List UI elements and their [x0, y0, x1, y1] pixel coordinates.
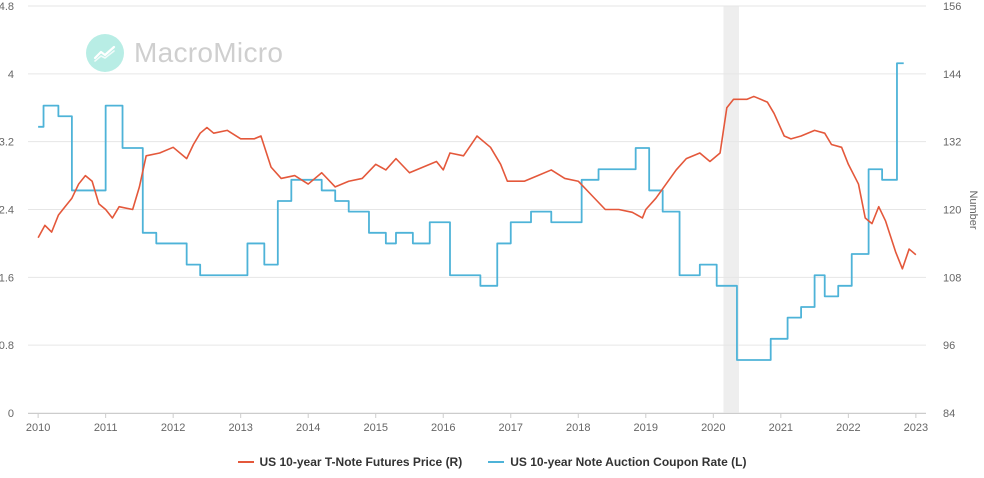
x-tick-label: 2011 [94, 422, 118, 434]
brand-logo-icon [86, 34, 124, 72]
x-tick-label: 2012 [161, 422, 185, 434]
x-axis-ticks: 2010 2011 2012 2013 2014 2015 2016 2017 2018 2019… [26, 413, 928, 434]
x-tick-label: 2010 [26, 422, 50, 434]
right-tick-label: 84 [943, 408, 955, 420]
brand-logo-text: MacroMicro [134, 37, 284, 68]
x-tick-label: 2018 [566, 422, 590, 434]
legend-swatch-coupon [488, 461, 505, 463]
series-line-coupon-rate[interactable] [38, 62, 904, 361]
brand-logo: MacroMicro [86, 34, 283, 72]
left-tick-label: 0.8 [0, 340, 14, 352]
x-tick-label: 2015 [363, 422, 387, 434]
series-layer [37, 62, 917, 361]
legend-item-price[interactable]: US 10-year T-Note Futures Price (R) [237, 455, 463, 469]
x-tick-label: 2013 [228, 422, 252, 434]
right-tick-label: 132 [943, 137, 961, 149]
right-tick-label: 120 [943, 205, 961, 217]
x-tick-label: 2016 [431, 422, 455, 434]
legend-item-coupon[interactable]: US 10-year Note Auction Coupon Rate (L) [488, 455, 746, 469]
right-axis-ticks: 84 96 108 120 132 144 156 [943, 1, 961, 420]
x-tick-label: 2019 [634, 422, 658, 434]
x-tick-label: 2022 [836, 422, 860, 434]
legend-label-price: US 10-year T-Note Futures Price (R) [259, 455, 463, 469]
legend: US 10-year T-Note Futures Price (R) US 1… [0, 455, 984, 469]
right-tick-label: 108 [943, 272, 961, 284]
left-tick-label: 2.4 [0, 205, 14, 217]
right-tick-label: 156 [943, 1, 961, 13]
right-tick-label: 96 [943, 340, 955, 352]
right-tick-label: 144 [943, 69, 961, 81]
legend-label-coupon: US 10-year Note Auction Coupon Rate (L) [510, 455, 747, 469]
left-tick-label: 0 [8, 408, 14, 420]
series-line-futures-price[interactable] [37, 95, 917, 270]
left-tick-label: 3.2 [0, 137, 14, 149]
x-tick-label: 2021 [769, 422, 793, 434]
legend-swatch-price [237, 461, 254, 463]
x-tick-label: 2014 [296, 422, 320, 434]
left-tick-label: 4.8 [0, 1, 14, 13]
left-tick-label: 1.6 [0, 272, 14, 284]
x-tick-label: 2020 [701, 422, 725, 434]
left-axis-ticks: 0 0.8 1.6 2.4 3.2 4 4.8 [0, 1, 14, 420]
x-tick-label: 2017 [499, 422, 523, 434]
left-tick-label: 4 [8, 69, 14, 81]
x-tick-label: 2023 [904, 422, 928, 434]
right-axis-label: Number [967, 190, 979, 229]
